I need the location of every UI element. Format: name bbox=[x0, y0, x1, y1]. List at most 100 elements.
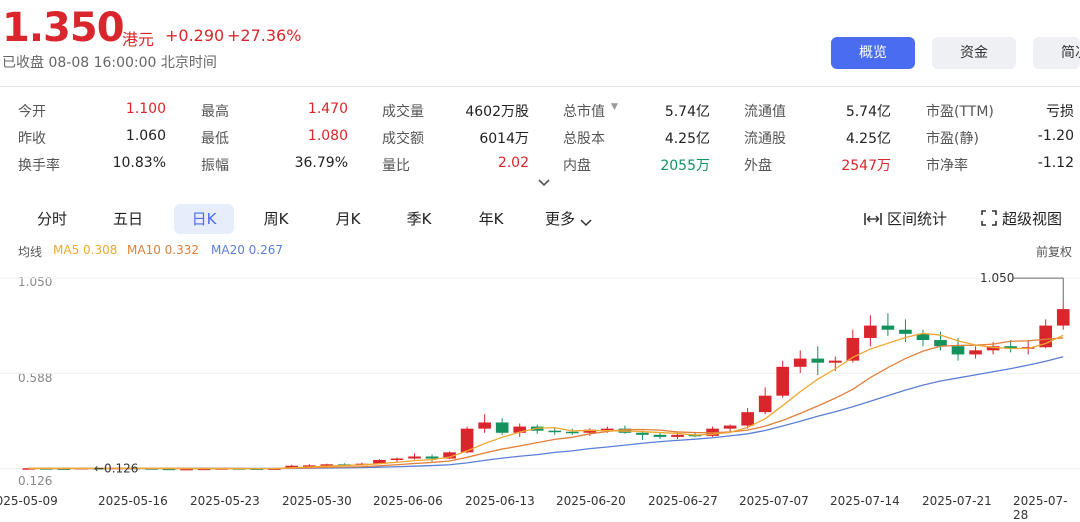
stat-value: 2055万 bbox=[660, 158, 710, 174]
stat-label: 总股本 bbox=[563, 131, 605, 147]
tab-monthly-k[interactable]: 月K bbox=[335, 210, 361, 228]
candle bbox=[916, 329, 930, 347]
stat-label: 内盘 bbox=[563, 158, 591, 174]
stat-label: 成交量 bbox=[382, 104, 424, 120]
candle bbox=[653, 432, 667, 439]
stat-value: 4602万股 bbox=[465, 104, 529, 120]
stat-value: -1.20 bbox=[1037, 128, 1074, 144]
overview-button[interactable]: 概览 bbox=[831, 37, 915, 69]
chevron-down-icon[interactable] bbox=[538, 177, 550, 191]
candle bbox=[443, 451, 456, 460]
candle bbox=[565, 428, 579, 435]
stat-value: 5.74亿 bbox=[664, 104, 710, 120]
x-tick-label: 2025-06-20 bbox=[556, 494, 626, 508]
ma20-legend: MA20 0.267 bbox=[211, 243, 283, 257]
super-view-button[interactable]: 超级视图 bbox=[1002, 210, 1063, 228]
candle bbox=[636, 430, 649, 440]
ma10-line bbox=[28, 337, 1064, 470]
dropdown-triangle-icon[interactable]: ▼ bbox=[611, 102, 618, 112]
stat-value: 6014万 bbox=[479, 131, 529, 147]
candle bbox=[513, 423, 527, 437]
tab-more[interactable]: 更多 bbox=[544, 210, 575, 228]
ma5-legend: MA5 0.308 bbox=[53, 243, 118, 257]
candle bbox=[1056, 302, 1070, 330]
x-tick-label: 2025-07-28 bbox=[1013, 494, 1068, 522]
candle bbox=[460, 426, 474, 454]
candle bbox=[425, 454, 439, 462]
candle bbox=[1004, 340, 1017, 353]
stat-value: 2547万 bbox=[841, 158, 891, 174]
x-tick-label: 2025-06-13 bbox=[465, 494, 535, 508]
tab-intraday[interactable]: 分时 bbox=[36, 210, 67, 228]
tab-yearly-k[interactable]: 年K bbox=[478, 210, 504, 228]
last-price: 1.350 bbox=[2, 5, 125, 51]
candle bbox=[495, 418, 509, 435]
stat-value: 1.470 bbox=[307, 101, 348, 117]
chevron-down-icon[interactable] bbox=[580, 213, 592, 232]
ma-legend-title: 均线 bbox=[18, 245, 43, 259]
stat-label: 换手率 bbox=[18, 158, 60, 174]
currency-unit: 港元 bbox=[122, 30, 155, 49]
candle bbox=[741, 408, 754, 429]
stat-value: 1.060 bbox=[125, 128, 166, 144]
tab-daily-k[interactable]: 日K bbox=[174, 204, 234, 234]
stat-value: 亏损 bbox=[1046, 104, 1074, 120]
candle bbox=[302, 464, 316, 467]
stat-label: 流通股 bbox=[744, 131, 786, 147]
ma5-line bbox=[28, 332, 1064, 470]
x-tick-label: 2025-05-23 bbox=[190, 494, 260, 508]
x-tick-label: 2025-07-07 bbox=[739, 494, 809, 508]
interval-icon[interactable] bbox=[864, 211, 882, 230]
stat-value: 1.080 bbox=[307, 128, 348, 144]
price-change-pct: +27.36% bbox=[227, 26, 302, 45]
candle bbox=[864, 315, 877, 347]
candle bbox=[969, 346, 982, 359]
stat-value: 36.79% bbox=[294, 155, 348, 171]
y-tick-label: 0.588 bbox=[18, 371, 53, 385]
candle bbox=[758, 387, 772, 415]
fullscreen-icon[interactable] bbox=[981, 210, 997, 230]
stat-value: 2.02 bbox=[497, 155, 529, 171]
x-tick-label: 2025-07-14 bbox=[830, 494, 900, 508]
stat-label: 振幅 bbox=[201, 158, 229, 174]
market-status: 已收盘 08-08 16:00:00 北京时间 bbox=[2, 55, 217, 71]
min-annotation: ←0.126 bbox=[94, 462, 138, 476]
funds-button[interactable]: 资金 bbox=[932, 37, 1016, 69]
kline-chart[interactable]: 1.050 ←0.126 bbox=[0, 262, 1080, 492]
y-tick-label: 0.126 bbox=[18, 474, 53, 488]
candle bbox=[706, 426, 719, 437]
candle bbox=[320, 463, 334, 466]
stat-value: 10.83% bbox=[112, 155, 166, 171]
stat-label: 流通值 bbox=[744, 104, 786, 120]
candle bbox=[881, 313, 895, 336]
tab-quarterly-k[interactable]: 季K bbox=[406, 210, 432, 228]
max-annotation: 1.050 bbox=[980, 271, 1014, 285]
stat-label: 市盈(TTM) bbox=[926, 104, 994, 120]
x-tick-label: 2025-06-06 bbox=[373, 494, 443, 508]
candle bbox=[390, 457, 404, 462]
x-tick-label: 2025-07-21 bbox=[922, 494, 992, 508]
candle bbox=[811, 346, 825, 376]
quote-stats: 今开 1.100 昨收 1.060 换手率 10.83% 最高 1.470 最低… bbox=[0, 86, 1080, 182]
stat-label: 最高 bbox=[201, 104, 229, 120]
stat-value: -1.12 bbox=[1037, 155, 1074, 171]
candle bbox=[548, 427, 562, 435]
tab-weekly-k[interactable]: 周K bbox=[263, 210, 289, 228]
stat-label: 昨收 bbox=[18, 131, 46, 147]
stat-label: 外盘 bbox=[744, 158, 772, 174]
stat-value: 1.100 bbox=[125, 101, 166, 117]
candle bbox=[899, 319, 912, 343]
candle bbox=[723, 424, 737, 432]
x-tick-label: 2025-05-09 bbox=[0, 494, 58, 508]
stat-label: 成交额 bbox=[382, 131, 424, 147]
profile-button[interactable]: 简况 bbox=[1033, 37, 1080, 69]
interval-stats-button[interactable]: 区间统计 bbox=[887, 210, 948, 228]
tab-five-day[interactable]: 五日 bbox=[112, 210, 143, 228]
candle bbox=[478, 414, 491, 433]
x-tick-label: 2025-06-27 bbox=[648, 494, 718, 508]
price-change: +0.290 bbox=[165, 26, 225, 45]
stat-value: 4.25亿 bbox=[664, 131, 710, 147]
adjust-mode-label[interactable]: 前复权 bbox=[1036, 245, 1073, 259]
stat-label: 最低 bbox=[201, 131, 229, 147]
stat-label[interactable]: 总市值 bbox=[563, 104, 605, 120]
